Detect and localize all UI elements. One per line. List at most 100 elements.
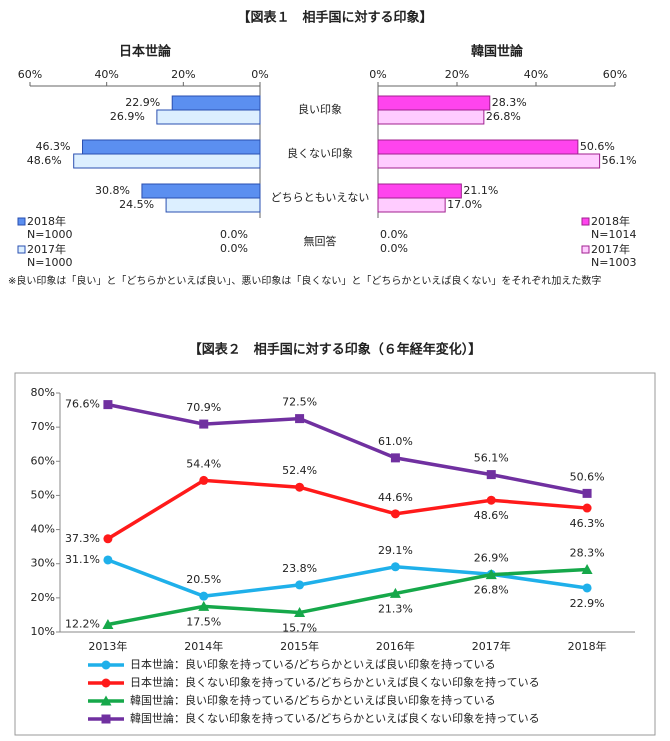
value-label: 46.3%	[36, 140, 71, 153]
value-label: 26.8%	[486, 110, 521, 123]
marker	[295, 414, 305, 424]
line	[107, 558, 588, 598]
value-label: 17.0%	[447, 198, 482, 211]
value-label: 31.1%	[65, 553, 100, 566]
marker	[486, 470, 496, 480]
line	[107, 478, 588, 541]
value-label: 28.3%	[570, 547, 605, 560]
category-label: 無回答	[304, 234, 337, 248]
legend-swatch	[17, 217, 26, 226]
legend-label: 2018年	[591, 214, 630, 228]
value-label: 0.0%	[220, 228, 248, 241]
y-tick-label: 60%	[31, 454, 55, 467]
marker	[582, 488, 592, 498]
bar	[377, 197, 446, 213]
x-tick-label: 0%	[369, 68, 386, 81]
value-label: 48.6%	[474, 509, 509, 522]
value-label: 61.0%	[378, 435, 413, 448]
bar	[156, 109, 261, 125]
marker	[295, 482, 305, 492]
marker	[198, 600, 210, 611]
bar	[377, 183, 462, 199]
value-label: 0.0%	[380, 228, 408, 241]
x-tick-label: 2016年	[376, 639, 415, 653]
legend-label: 2017年	[591, 242, 630, 256]
chart-frame	[14, 372, 656, 736]
y-tick-label: 20%	[31, 591, 55, 604]
y-tick-label: 70%	[31, 420, 55, 433]
note: ※良い印象は「良い」と「どちらかといえば良い」、悪い印象は「良くない」と「どちら…	[8, 276, 602, 287]
legend-marker	[101, 714, 111, 724]
value-label: 26.8%	[474, 584, 509, 597]
value-label: 26.9%	[110, 110, 145, 123]
y-tick-label: 50%	[31, 488, 55, 501]
x-tick-label: 2015年	[280, 639, 319, 653]
x-tick-label: 40%	[524, 68, 548, 81]
value-label: 15.7%	[282, 622, 317, 635]
bar	[73, 153, 261, 169]
category-label: 良くない印象	[287, 146, 353, 160]
value-label: 0.0%	[220, 242, 248, 255]
x-tick-label: 2014年	[184, 639, 223, 653]
bar	[377, 95, 491, 111]
value-label: 76.6%	[65, 398, 100, 411]
marker	[199, 475, 209, 485]
value-label: 17.5%	[186, 615, 221, 628]
category-label: どちらともいえない	[271, 191, 370, 204]
value-label: 37.3%	[65, 532, 100, 545]
value-label: 48.6%	[27, 154, 62, 167]
bar	[377, 153, 601, 169]
legend-sample: N=1000	[27, 228, 72, 241]
value-label: 29.1%	[378, 544, 413, 557]
value-label: 22.9%	[570, 597, 605, 610]
y-tick-label: 80%	[31, 386, 55, 399]
value-label: 56.1%	[602, 154, 637, 167]
legend-marker	[100, 695, 112, 706]
marker	[199, 591, 209, 601]
legend-swatch	[581, 217, 590, 226]
value-label: 72.5%	[282, 396, 317, 409]
value-label: 24.5%	[119, 198, 154, 211]
y-tick-label: 30%	[31, 557, 55, 570]
value-label: 46.3%	[570, 517, 605, 530]
subtitle: 韓国世論	[471, 44, 524, 60]
marker	[390, 453, 400, 463]
legend-marker	[101, 660, 111, 670]
value-label: 70.9%	[186, 401, 221, 414]
bar	[82, 139, 261, 155]
legend-label: 日本世論：良くない印象を持っている/どちらかといえば良くない印象を持っている	[130, 675, 540, 689]
value-label: 20.5%	[186, 573, 221, 586]
x-tick-label: 0%	[251, 68, 268, 81]
figure1-title: 【図表１ 相手国に対する印象】	[237, 10, 432, 26]
x-tick-label: 2013年	[88, 639, 127, 653]
category-label: 良い印象	[298, 102, 342, 116]
marker	[103, 555, 113, 565]
legend-label: 韓国世論：良くない印象を持っている/どちらかといえば良くない印象を持っている	[130, 711, 540, 725]
marker	[199, 419, 209, 429]
x-tick-label: 60%	[18, 68, 42, 81]
marker	[389, 587, 401, 598]
marker	[582, 583, 592, 593]
marker	[102, 618, 114, 629]
figure2-title: 【図表２ 相手国に対する印象（６年経年変化）】	[189, 342, 482, 358]
legend-swatch	[581, 245, 590, 254]
legend-label: 韓国世論：良い印象を持っている/どちらかといえば良い印象を持っている	[130, 693, 496, 707]
legend-label: 2017年	[27, 242, 66, 256]
legend-swatch	[17, 245, 26, 254]
x-tick-label: 2018年	[568, 639, 607, 653]
legend-label: 日本世論：良い印象を持っている/どちらかといえば良い印象を持っている	[130, 657, 496, 671]
legend-sample: N=1003	[591, 256, 636, 269]
line	[107, 567, 588, 627]
value-label: 12.2%	[65, 617, 100, 630]
value-label: 21.1%	[463, 184, 498, 197]
subtitle: 日本世論	[119, 44, 172, 60]
x-tick-label: 20%	[445, 68, 469, 81]
marker	[485, 569, 497, 580]
value-label: 56.1%	[474, 452, 509, 465]
marker	[390, 509, 400, 519]
value-label: 22.9%	[125, 96, 160, 109]
x-tick-label: 2017年	[472, 639, 511, 653]
value-label: 0.0%	[380, 242, 408, 255]
